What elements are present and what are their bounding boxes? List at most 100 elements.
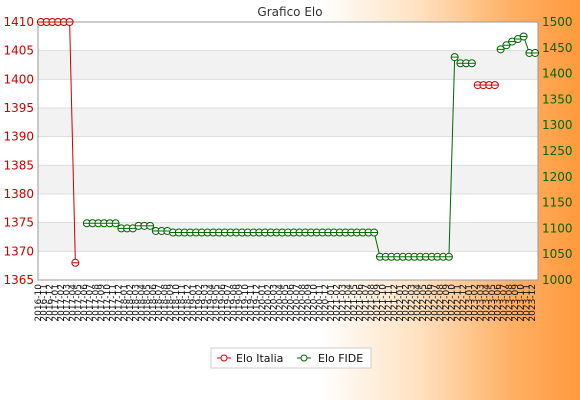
right-axis-tick-label: 1200: [542, 170, 573, 184]
chart-title: Grafico Elo: [257, 5, 322, 19]
legend-label: Elo FIDE: [318, 352, 363, 365]
legend: Elo Italia Elo FIDE: [210, 347, 372, 369]
x-axis-tick-label: 2022-10: [448, 284, 458, 322]
right-axis-tick-label: 1400: [542, 67, 573, 81]
x-axis-tick-label: 2021-08: [367, 284, 377, 322]
right-axis-tick-label: 1050: [542, 247, 573, 261]
x-axis-tick-label: 2022-12: [459, 284, 469, 322]
x-axis-tick-label: 2020-04: [275, 284, 285, 322]
x-axis-tick-label: 2019-09: [235, 284, 245, 322]
left-axis-tick-label: 1380: [3, 187, 34, 201]
x-axis-tick-label: 2021-05: [350, 284, 360, 322]
plot-band: [38, 222, 538, 252]
x-axis-tick-label: 2020-03: [270, 284, 280, 322]
plot-band: [38, 79, 538, 108]
x-axis-tick-label: 2023-10: [517, 284, 527, 322]
data-point: [295, 228, 304, 237]
x-axis-tick-label: 2019-01: [189, 284, 199, 322]
x-axis-tick-label: 2018-12: [183, 284, 193, 322]
x-axis-tick-label: 2020-06: [287, 284, 297, 322]
x-axis-tick-label: 2021-11: [384, 284, 394, 322]
x-axis-tick-label: 2022-03: [407, 284, 417, 322]
data-point: [490, 81, 499, 90]
x-axis-tick-label: 2017-09: [97, 284, 107, 322]
x-axis-tick-label: 2020-12: [321, 284, 331, 322]
data-point: [111, 219, 120, 228]
data-point: [238, 228, 247, 237]
x-axis-tick-label: 2018-04: [137, 284, 147, 322]
x-axis-tick-label: 2016-11: [40, 284, 50, 322]
legend-item: Elo Italia: [217, 352, 283, 365]
x-axis-tick-label: 2022-11: [453, 284, 463, 322]
x-axis-tick-label: 2023-02: [471, 284, 481, 322]
data-point: [180, 228, 189, 237]
x-axis-tick-label: 2017-05: [74, 284, 84, 322]
data-point: [444, 252, 453, 261]
x-axis-tick-label: 2017-12: [114, 284, 124, 322]
x-axis-tick-label: 2016-10: [34, 284, 44, 322]
x-axis-tick-label: 2017-04: [68, 284, 78, 322]
data-point: [146, 221, 155, 230]
x-axis-tick-label: 2017-06: [80, 284, 90, 322]
legend-label: Elo Italia: [236, 352, 283, 365]
x-axis-tick-label: 2022-06: [425, 284, 435, 322]
data-point: [36, 18, 45, 26]
x-axis-tick-label: 2019-04: [206, 284, 216, 322]
data-point: [502, 41, 511, 50]
plot-band: [38, 251, 538, 280]
x-axis-tick-label: 2018-05: [143, 284, 153, 322]
data-point: [215, 228, 224, 237]
left-axis-tick-label: 1365: [3, 273, 34, 287]
x-axis-tick-label: 2021-01: [327, 284, 337, 322]
left-axis-tick-label: 1410: [3, 15, 34, 29]
plot-band: [38, 22, 538, 51]
data-point: [519, 32, 528, 41]
left-axis-tick-label: 1390: [3, 130, 34, 144]
x-axis-tick-label: 2018-02: [126, 284, 136, 322]
x-axis-tick-label: 2019-10: [241, 284, 251, 322]
x-axis-tick-label: 2023-06: [494, 284, 504, 322]
x-axis-tick-label: 2022-04: [413, 284, 423, 322]
x-axis-tick-label: 2022-09: [442, 284, 452, 322]
x-axis-tick-label: 2021-02: [333, 284, 343, 322]
x-axis-tick-label: 2021-03: [338, 284, 348, 322]
data-point: [100, 219, 109, 228]
x-axis-tick-label: 2021-07: [361, 284, 371, 322]
x-axis-tick-label: 2018-10: [172, 284, 182, 322]
plot-band: [38, 136, 538, 166]
right-axis-tick-label: 1250: [542, 144, 573, 158]
legend-item: Elo FIDE: [297, 352, 363, 365]
x-axis-tick-label: 2023-01: [465, 284, 475, 322]
x-axis-tick-label: 2018-11: [178, 284, 188, 322]
right-axis-tick-label: 1500: [542, 15, 573, 29]
x-axis-tick-label: 2020-07: [292, 284, 302, 322]
x-axis-tick-label: 2020-11: [315, 284, 325, 322]
data-point: [284, 228, 292, 237]
right-axis-tick-label: 1150: [542, 196, 573, 210]
x-axis-tick-label: 2017-10: [103, 284, 113, 322]
plot-band: [38, 165, 538, 194]
x-axis-tick-label: 2022-08: [436, 284, 446, 322]
x-axis-tick-label: 2018-08: [160, 284, 170, 322]
data-point: [266, 228, 275, 237]
data-point: [496, 45, 505, 54]
x-axis-tick-label: 2017-07: [86, 284, 96, 322]
right-axis-tick-label: 1300: [542, 118, 573, 132]
x-axis-tick-label: 2021-10: [379, 284, 389, 322]
x-axis-tick-label: 2017-08: [91, 284, 101, 322]
x-axis-tick-label: 2023-07: [499, 284, 509, 322]
legend-swatch-marker: [220, 354, 228, 362]
x-axis-tick-label: 2017-03: [63, 284, 73, 322]
x-axis-tick-label: 2022-02: [402, 284, 412, 322]
legend-swatch-marker: [300, 354, 308, 362]
x-axis-tick-label: 2023-03: [476, 284, 486, 322]
x-axis-tick-label: 2020-01: [258, 284, 268, 322]
x-axis-tick-label: 2020-09: [304, 284, 314, 322]
left-axis-tick-label: 1370: [3, 244, 34, 258]
x-axis-tick-label: 2017-01: [51, 284, 61, 322]
x-axis-tick-label: 2018-07: [155, 284, 165, 322]
x-axis-tick-label: 2019-11: [247, 284, 257, 322]
x-axis-tick-label: 2019-06: [218, 284, 228, 322]
